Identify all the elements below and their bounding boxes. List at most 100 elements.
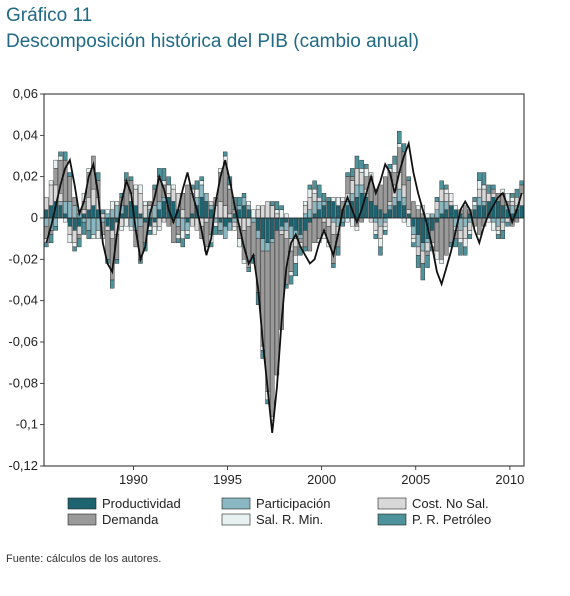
bar-segment xyxy=(345,176,350,194)
bar-segment xyxy=(359,159,364,169)
bar-segment xyxy=(53,168,58,186)
bar-segment xyxy=(312,217,317,243)
bar-segment xyxy=(307,209,313,219)
bar-segment xyxy=(458,230,463,239)
bar-segment xyxy=(415,234,421,248)
bar-segment xyxy=(321,217,327,223)
bar-segment xyxy=(293,217,298,231)
bar-segment xyxy=(444,217,449,256)
bar-segment xyxy=(434,250,440,260)
bar-segment xyxy=(175,238,181,244)
bar-segment xyxy=(81,209,87,215)
bar-segment xyxy=(222,205,228,219)
bar-segment xyxy=(425,238,430,244)
bar-segment xyxy=(458,242,463,256)
bar-segment xyxy=(72,217,77,231)
bar-segment xyxy=(420,263,426,281)
bar-segment xyxy=(500,221,506,231)
bar-segment xyxy=(411,226,416,235)
legend-label: Sal. R. Min. xyxy=(256,512,323,527)
bar-segment xyxy=(185,184,190,219)
bar-segment xyxy=(128,226,134,231)
bar-segment xyxy=(448,201,454,206)
bar-segment xyxy=(486,184,491,194)
bar-segment xyxy=(298,217,303,235)
bar-segment xyxy=(232,226,237,231)
bar-segment xyxy=(514,188,520,198)
bar-segment xyxy=(270,242,275,417)
bar-segment xyxy=(462,238,468,248)
bar-segment xyxy=(505,217,510,223)
bar-segment xyxy=(48,180,54,186)
bar-segment xyxy=(397,201,402,219)
bar-segment xyxy=(326,217,331,227)
bar-segment xyxy=(204,217,209,223)
bar-segment xyxy=(467,230,473,235)
y-tick-label: 0,02 xyxy=(13,169,38,184)
bar-segment xyxy=(331,221,336,235)
bar-segment xyxy=(302,205,308,215)
bar-segment xyxy=(312,201,317,215)
bar-segment xyxy=(326,197,331,202)
bar-segment xyxy=(335,205,341,219)
y-tick-label: 0 xyxy=(31,210,38,225)
bar-segment xyxy=(387,205,393,210)
bar-segment xyxy=(105,213,110,219)
bar-segment xyxy=(467,221,473,231)
bar-segment xyxy=(166,217,171,227)
bar-segment xyxy=(284,230,289,239)
bar-segment xyxy=(448,217,454,243)
bar-segment xyxy=(420,242,426,252)
bar-segment xyxy=(354,226,360,231)
x-tick-label: 1990 xyxy=(119,472,148,487)
bar-segment xyxy=(382,221,388,227)
bar-segment xyxy=(67,172,73,177)
bar-segment xyxy=(124,205,129,219)
bar-segment xyxy=(406,209,411,215)
bar-segment xyxy=(491,188,496,194)
bar-segment xyxy=(110,201,115,210)
bar-segment xyxy=(486,192,491,202)
bar-segment xyxy=(86,209,91,219)
bar-segment xyxy=(439,201,444,215)
bar-segment xyxy=(190,217,195,227)
bar-segment xyxy=(175,226,181,235)
bar-segment xyxy=(255,217,261,231)
bar-segment xyxy=(44,242,49,248)
bar-segment xyxy=(255,209,261,219)
bar-segment xyxy=(157,217,162,227)
bar-segment xyxy=(453,205,458,210)
bar-segment xyxy=(317,217,322,239)
bar-segment xyxy=(382,230,388,235)
bar-segment xyxy=(208,201,214,206)
bar-segment xyxy=(265,201,270,219)
bar-segment xyxy=(477,197,482,206)
bar-segment xyxy=(434,221,440,252)
bar-segment xyxy=(401,184,407,198)
bar-segment xyxy=(378,209,383,219)
bar-segment xyxy=(392,197,397,206)
bar-segment xyxy=(44,209,49,219)
bar-segment xyxy=(284,213,289,219)
bar-segment xyxy=(373,217,378,223)
bar-segment xyxy=(415,205,421,210)
bar-segment xyxy=(67,226,73,235)
bar-segment xyxy=(472,209,477,219)
bar-segment xyxy=(434,197,440,202)
x-tick-label: 1995 xyxy=(213,472,242,487)
axes: 0,06 0,04 0,02 0 -0,02 -0,04 -0,06 -0,08 -0,1 -0,… xyxy=(8,86,525,487)
bar-segment xyxy=(138,213,143,219)
bar-segment xyxy=(246,201,251,206)
bar-segment xyxy=(317,197,322,202)
bar-segment xyxy=(270,205,275,219)
bar-segment xyxy=(53,159,58,169)
bar-segment xyxy=(185,230,190,235)
bar-segment xyxy=(128,176,134,182)
bar-segment xyxy=(312,192,317,202)
bar-segment xyxy=(114,201,120,206)
bar-segment xyxy=(495,226,501,231)
bar-segment xyxy=(213,226,218,235)
bar-segment xyxy=(185,234,190,239)
bar-segment xyxy=(317,184,322,198)
